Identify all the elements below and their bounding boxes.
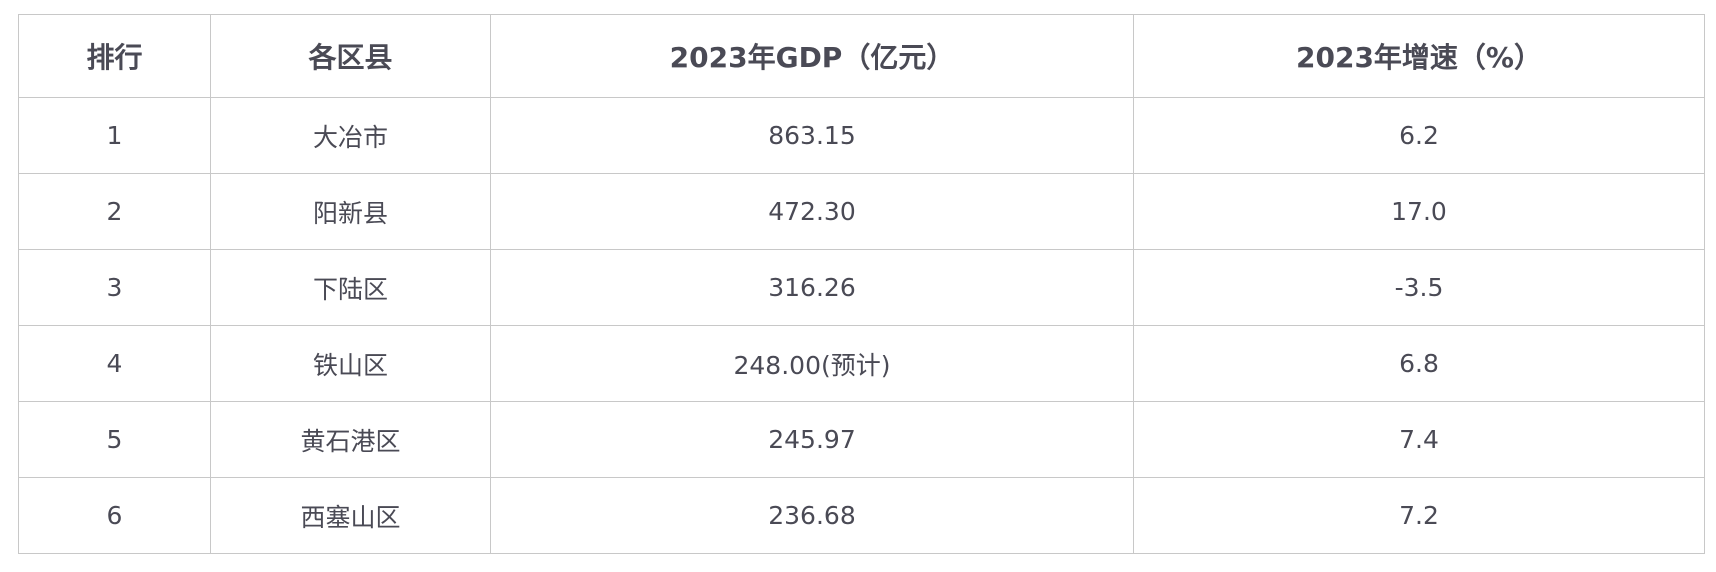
cell-rank: 3 (18, 249, 211, 326)
cell-district: 铁山区 (210, 325, 491, 402)
cell-district: 大冶市 (210, 97, 491, 174)
cell-district: 黄石港区 (210, 401, 491, 478)
table-row: 5 黄石港区 245.97 7.4 (18, 401, 1705, 478)
cell-rank: 6 (18, 477, 211, 554)
cell-district: 西塞山区 (210, 477, 491, 554)
cell-rank: 4 (18, 325, 211, 402)
cell-growth: 17.0 (1133, 173, 1705, 250)
cell-rank: 2 (18, 173, 211, 250)
gdp-table-container: 排行 各区县 2023年GDP（亿元） 2023年增速（%） 1 大冶市 863… (18, 14, 1705, 554)
table-row: 1 大冶市 863.15 6.2 (18, 97, 1705, 174)
cell-gdp: 472.30 (490, 173, 1134, 250)
header-rank: 排行 (18, 14, 211, 98)
header-district: 各区县 (210, 14, 491, 98)
header-gdp: 2023年GDP（亿元） (490, 14, 1134, 98)
cell-growth: 6.2 (1133, 97, 1705, 174)
cell-district: 阳新县 (210, 173, 491, 250)
header-growth: 2023年增速（%） (1133, 14, 1705, 98)
cell-gdp: 248.00(预计) (490, 325, 1134, 402)
cell-gdp: 245.97 (490, 401, 1134, 478)
table-header-row: 排行 各区县 2023年GDP（亿元） 2023年增速（%） (18, 14, 1705, 98)
table-row: 3 下陆区 316.26 -3.5 (18, 249, 1705, 326)
table-row: 2 阳新县 472.30 17.0 (18, 173, 1705, 250)
cell-rank: 1 (18, 97, 211, 174)
cell-growth: 7.4 (1133, 401, 1705, 478)
cell-gdp: 236.68 (490, 477, 1134, 554)
cell-growth: 6.8 (1133, 325, 1705, 402)
cell-gdp: 316.26 (490, 249, 1134, 326)
cell-growth: -3.5 (1133, 249, 1705, 326)
cell-growth: 7.2 (1133, 477, 1705, 554)
cell-district: 下陆区 (210, 249, 491, 326)
table-row: 4 铁山区 248.00(预计) 6.8 (18, 325, 1705, 402)
cell-gdp: 863.15 (490, 97, 1134, 174)
cell-rank: 5 (18, 401, 211, 478)
table-row: 6 西塞山区 236.68 7.2 (18, 477, 1705, 554)
gdp-ranking-table: 排行 各区县 2023年GDP（亿元） 2023年增速（%） 1 大冶市 863… (18, 14, 1705, 554)
